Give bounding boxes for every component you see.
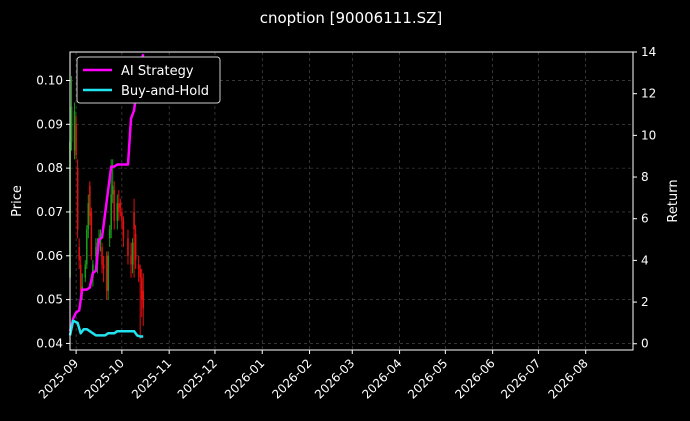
candle-body xyxy=(87,203,90,230)
candle-body xyxy=(101,247,103,265)
candle-body xyxy=(108,229,111,239)
y-tick-label-left: 0.05 xyxy=(36,293,63,307)
candle-body xyxy=(102,264,105,269)
y-axis-label-left: Price xyxy=(10,185,25,217)
chart-title: cnoption [90006111.SZ] xyxy=(260,9,443,27)
candle-body xyxy=(95,247,97,256)
candle-body xyxy=(84,264,87,278)
candle-body xyxy=(92,264,94,278)
candle-body xyxy=(113,190,116,221)
candle-body xyxy=(78,247,80,261)
left-axis: 0.04 0.05 0.06 0.07 0.08 0.09 0.10 xyxy=(36,73,70,350)
candle-body xyxy=(130,255,132,265)
candle-body xyxy=(73,111,76,151)
y-tick-label-right: 12 xyxy=(641,87,656,101)
candle-body xyxy=(119,203,122,208)
candle-body xyxy=(140,277,143,300)
y-tick-label-left: 0.09 xyxy=(36,117,63,131)
y-tick-label-right: 8 xyxy=(641,170,649,184)
y-tick-label-right: 0 xyxy=(641,337,649,351)
candle-body xyxy=(111,185,114,195)
candle-body xyxy=(107,255,109,291)
legend: AI Strategy Buy-and-Hold xyxy=(76,56,221,104)
legend-box xyxy=(76,56,221,104)
candle-body xyxy=(131,242,134,265)
candle-body xyxy=(137,264,140,269)
candle-body xyxy=(75,124,77,155)
candle-body xyxy=(121,211,123,221)
y-tick-label-left: 0.08 xyxy=(36,161,63,175)
plot-frame xyxy=(69,51,634,351)
y-tick-label-left: 0.07 xyxy=(36,205,63,219)
y-tick-label-right: 4 xyxy=(641,253,649,267)
y-tick-label-right: 2 xyxy=(641,295,649,309)
legend-label-ai-strategy: AI Strategy xyxy=(121,64,194,79)
y-tick-label-right: 14 xyxy=(641,45,656,59)
y-tick-label-left: 0.06 xyxy=(36,249,63,263)
series-line-ai-strategy xyxy=(68,53,145,332)
candle-body xyxy=(105,255,108,291)
y-tick-label-left: 0.10 xyxy=(36,73,63,87)
candle-body xyxy=(127,238,129,256)
candle-body xyxy=(139,268,141,278)
y-axis-label-right: Return xyxy=(666,179,681,222)
candle-body xyxy=(118,203,120,212)
series-layer xyxy=(68,53,145,338)
candle-body xyxy=(79,264,82,291)
candle-body xyxy=(133,211,135,230)
candle-body xyxy=(116,203,119,221)
series-line-buy-and-hold xyxy=(68,319,144,338)
candle-body xyxy=(142,290,145,309)
y-tick-label-left: 0.04 xyxy=(36,336,63,350)
legend-label-buy-and-hold: Buy-and-Hold xyxy=(121,84,209,99)
right-axis: 0 2 4 6 8 10 12 14 xyxy=(633,45,656,351)
candle-body xyxy=(110,194,112,230)
candle-body xyxy=(90,211,93,256)
candle-body xyxy=(122,220,125,239)
candle-body xyxy=(76,168,79,230)
y-tick-label-right: 6 xyxy=(641,212,649,226)
candle-body xyxy=(85,229,88,265)
candle-body xyxy=(134,233,137,261)
y-tick-label-right: 10 xyxy=(641,128,656,142)
candle-body xyxy=(89,185,91,217)
candle-body xyxy=(70,106,73,142)
